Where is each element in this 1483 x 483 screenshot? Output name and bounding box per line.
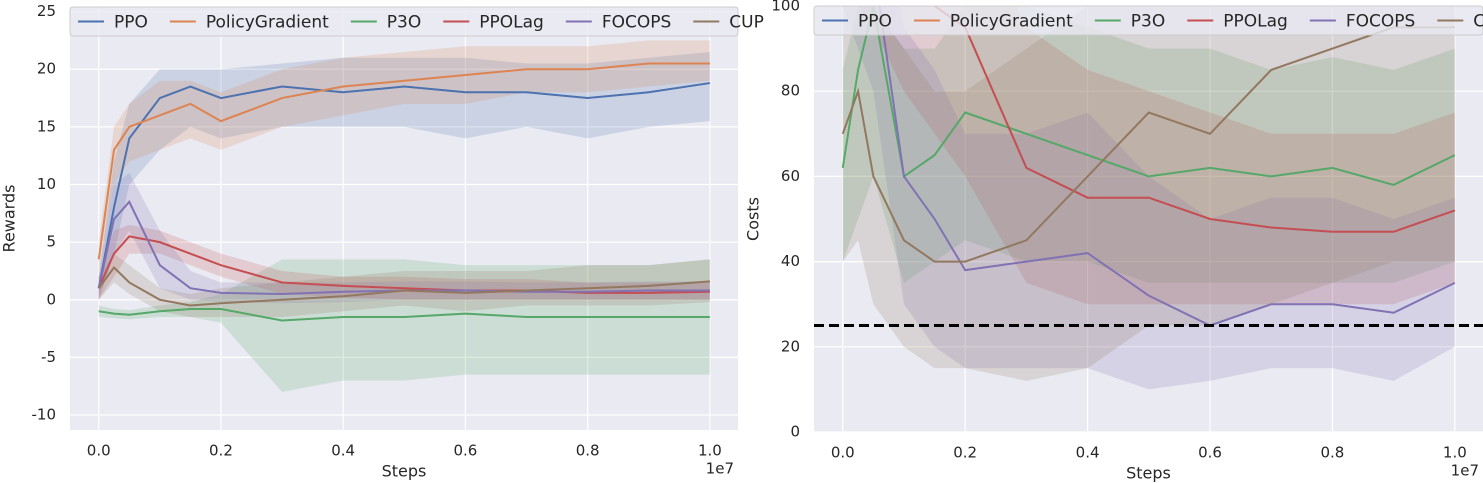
y-tick-label: 15 [37,117,56,135]
x-tick-label: 0.8 [576,442,600,460]
x-tick-label: 0.2 [209,442,233,460]
legend-box [813,5,1483,36]
legend-label: CUP [729,13,764,33]
series-line [97,82,711,289]
x-tick-label: 0.6 [1198,444,1222,462]
x-axis-label: Steps [1126,464,1171,483]
x-tick-label: 0.4 [1076,444,1100,462]
legend: PPO PolicyGradient P3O PPOLag FOCOPS CUP [69,6,764,37]
legend-label: PolicyGradient [206,13,329,33]
legend-box [69,6,739,37]
series-line [97,62,710,260]
legend-label: P3O [1131,12,1165,32]
confidence-band [98,51,710,300]
legend: PPO PolicyGradient P3O PPOLag FOCOPS CUP [813,5,1483,36]
confidence-band [98,224,710,300]
series-line [97,265,710,307]
y-tick-label: 0 [46,290,56,308]
legend-label: PPO [114,13,148,33]
y-tick-label: 40 [781,252,800,270]
series-line [933,6,1456,233]
series-line [878,6,1456,327]
x-tick-label: 1.0 [698,442,722,460]
y-tick-label: 60 [781,167,800,185]
y-tick-label: 80 [781,82,800,100]
y-tick-label: 100 [771,0,800,15]
x-tick-label: 0.0 [831,444,855,462]
y-tick-label: 10 [37,175,56,193]
y-tick-label: 25 [37,2,56,20]
legend-label: PPOLag [479,13,544,33]
legend-label: FOCOPS [1346,12,1415,32]
subplot: 0.0 0.2 0.4 0.6 0.8 1.0 0 20 40 60 80 100 Steps 1e7 Co… [744,0,1483,483]
x-tick-label: 1.0 [1443,444,1467,462]
legend-label: CUP [1473,12,1483,32]
x-tick-label: 0.6 [453,442,477,460]
y-tick-label: 20 [37,60,56,78]
x-axis-label: Steps [382,462,427,481]
x-offset-label: 1e7 [706,460,734,478]
x-offset-label: 1e7 [1451,462,1479,480]
legend-label: PPO [858,12,892,32]
legend-label: P3O [387,13,421,33]
y-axis-label: Costs [744,197,763,241]
plot-area [97,40,711,392]
subplot: 0.0 0.2 0.4 0.6 0.8 1.0 -10 -5 0 5 10 15 20 25 Steps 1e… [0,2,764,480]
legend-label: PolicyGradient [950,12,1073,32]
confidence-band [98,40,710,277]
y-tick-label: 0 [790,423,800,441]
plot-background [814,6,1483,432]
legend-label: FOCOPS [602,13,671,33]
series-line [841,26,1455,263]
x-tick-label: 0.8 [1320,444,1344,462]
y-tick-label: -5 [41,348,56,366]
legend-label: PPOLag [1223,12,1288,32]
plot-background [70,7,738,430]
y-tick-label: 20 [781,337,800,355]
series-line [98,307,710,322]
y-tick-label: 5 [46,233,56,251]
plot-area [814,6,1483,390]
x-tick-label: 0.2 [953,444,977,462]
series-line [97,199,710,295]
confidence-band [842,6,1455,283]
y-tick-label: -10 [32,406,57,424]
x-tick-label: 0.0 [87,442,111,460]
x-tick-label: 0.4 [331,442,355,460]
y-axis-label: Rewards [0,185,19,253]
